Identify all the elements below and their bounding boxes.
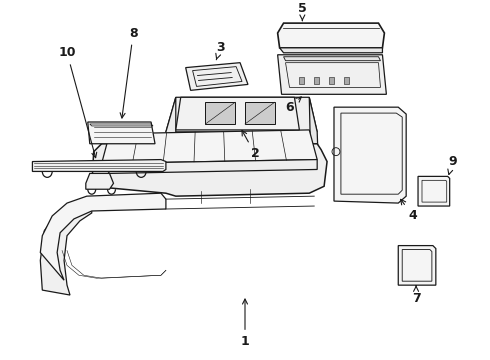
- Polygon shape: [398, 246, 436, 285]
- Polygon shape: [334, 107, 406, 203]
- Bar: [344, 77, 349, 85]
- Polygon shape: [309, 97, 319, 186]
- Polygon shape: [284, 57, 380, 61]
- Text: 3: 3: [216, 41, 224, 60]
- Polygon shape: [92, 142, 327, 196]
- Polygon shape: [280, 48, 382, 53]
- Text: 2: 2: [242, 130, 259, 160]
- Polygon shape: [40, 201, 92, 295]
- Text: 8: 8: [120, 27, 138, 118]
- Text: 6: 6: [285, 97, 301, 114]
- Text: 9: 9: [448, 155, 457, 175]
- Text: 4: 4: [401, 199, 417, 222]
- Polygon shape: [278, 55, 387, 94]
- Polygon shape: [166, 97, 317, 132]
- Polygon shape: [278, 23, 385, 48]
- Polygon shape: [86, 174, 114, 189]
- Polygon shape: [418, 176, 450, 206]
- Text: 7: 7: [412, 286, 420, 305]
- Bar: [314, 77, 319, 85]
- Bar: [299, 77, 304, 85]
- Polygon shape: [176, 97, 299, 130]
- Bar: [245, 102, 275, 124]
- Bar: [205, 102, 235, 124]
- Text: 10: 10: [58, 46, 97, 158]
- Polygon shape: [40, 193, 166, 280]
- Polygon shape: [166, 97, 176, 186]
- Text: 1: 1: [241, 299, 249, 348]
- Polygon shape: [101, 159, 317, 174]
- Polygon shape: [101, 130, 317, 163]
- Polygon shape: [186, 63, 248, 90]
- Bar: [329, 77, 334, 85]
- Polygon shape: [32, 159, 166, 171]
- Polygon shape: [88, 122, 155, 144]
- Text: 5: 5: [298, 2, 307, 21]
